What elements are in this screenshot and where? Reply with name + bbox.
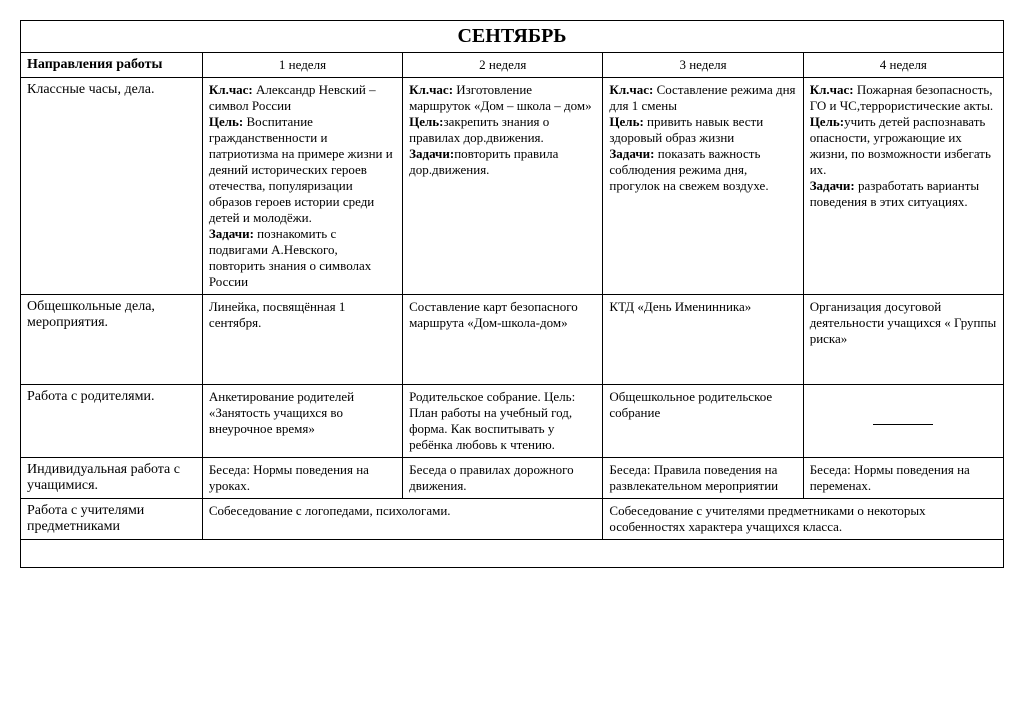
text-segment: Кл.час:	[209, 82, 256, 97]
table-cell: Линейка, посвящённая 1 сентября.	[202, 295, 402, 385]
table-row: Общешкольные дела, мероприятия.Линейка, …	[21, 295, 1004, 385]
table-row: Классные часы, дела.Кл.час: Александр Не…	[21, 78, 1004, 295]
plan-table: СЕНТЯБРЬНаправления работы1 неделя2 неде…	[20, 20, 1004, 568]
table-cell: Кл.час: Составление режима дня для 1 сме…	[603, 78, 803, 295]
page-title: СЕНТЯБРЬ	[21, 21, 1004, 53]
week-header-4: 4 неделя	[803, 53, 1003, 78]
table-cell: Общешкольное родительское собрание	[603, 385, 803, 458]
text-segment: Цель:	[810, 114, 844, 129]
row-label: Работа с учителями предметниками	[21, 499, 203, 540]
table-cell: Беседа о правилах дорожного движения.	[403, 458, 603, 499]
text-segment: Составление карт безопасного маршрута «Д…	[409, 299, 578, 330]
text-segment: Задачи:	[609, 146, 657, 161]
empty-row	[21, 540, 1004, 568]
text-segment: Организация досуговой деятельности учащи…	[810, 299, 997, 346]
table-cell: Беседа: Правила поведения на развлекател…	[603, 458, 803, 499]
table-cell: Собеседование с учителями предметниками …	[603, 499, 1004, 540]
table-cell: Кл.час: Изготовление маршруток «Дом – шк…	[403, 78, 603, 295]
text-segment: Беседа: Нормы поведения на уроках.	[209, 462, 369, 493]
text-segment: Кл.час:	[609, 82, 656, 97]
text-segment: Линейка, посвящённая 1 сентября.	[209, 299, 346, 330]
table-row: Работа с родителями.Анкетирование родите…	[21, 385, 1004, 458]
table-cell: Собеседование с логопедами, психологами.	[202, 499, 603, 540]
table-cell: Составление карт безопасного маршрута «Д…	[403, 295, 603, 385]
text-segment: Беседа: Правила поведения на развлекател…	[609, 462, 778, 493]
table-cell: Беседа: Нормы поведения на переменах.	[803, 458, 1003, 499]
text-segment: Родительское собрание. Цель: План работы…	[409, 389, 575, 452]
text-segment: Воспитание гражданственности и патриотиз…	[209, 114, 393, 225]
text-segment: Задачи:	[209, 226, 257, 241]
text-segment: Общешкольное родительское собрание	[609, 389, 772, 420]
text-segment: Кл.час:	[409, 82, 456, 97]
text-segment: Собеседование с учителями предметниками …	[609, 503, 925, 534]
week-header-2: 2 неделя	[403, 53, 603, 78]
table-cell: Кл.час: Александр Невский – символ Росси…	[202, 78, 402, 295]
row-label: Работа с родителями.	[21, 385, 203, 458]
row-label: Классные часы, дела.	[21, 78, 203, 295]
text-segment: Собеседование с логопедами, психологами.	[209, 503, 451, 518]
row-label: Общешкольные дела, мероприятия.	[21, 295, 203, 385]
table-cell: Кл.час: Пожарная безопасность, ГО и ЧС,т…	[803, 78, 1003, 295]
text-segment: Кл.час:	[810, 82, 857, 97]
text-segment: Цель:	[409, 114, 443, 129]
table-row: Индивидуальная работа с учащимися.Беседа…	[21, 458, 1004, 499]
text-segment: Анкетирование родителей «Занятость учащи…	[209, 389, 354, 436]
week-header-1: 1 неделя	[202, 53, 402, 78]
table-cell	[803, 385, 1003, 458]
text-segment: КТД «День Именинника»	[609, 299, 751, 314]
table-cell: Организация досуговой деятельности учащи…	[803, 295, 1003, 385]
table-cell: КТД «День Именинника»	[603, 295, 803, 385]
table-cell: Родительское собрание. Цель: План работы…	[403, 385, 603, 458]
dash-placeholder	[873, 424, 933, 425]
directions-header: Направления работы	[21, 53, 203, 78]
week-header-3: 3 неделя	[603, 53, 803, 78]
text-segment: Задачи:	[409, 146, 454, 161]
table-cell: Анкетирование родителей «Занятость учащи…	[202, 385, 402, 458]
row-label: Индивидуальная работа с учащимися.	[21, 458, 203, 499]
table-row: Работа с учителями предметниками Собеседо…	[21, 499, 1004, 540]
text-segment: Цель:	[209, 114, 247, 129]
table-cell: Беседа: Нормы поведения на уроках.	[202, 458, 402, 499]
text-segment: Цель:	[609, 114, 647, 129]
text-segment: Беседа: Нормы поведения на переменах.	[810, 462, 970, 493]
text-segment: Беседа о правилах дорожного движения.	[409, 462, 574, 493]
empty-cell	[21, 540, 1004, 568]
text-segment: Задачи:	[810, 178, 858, 193]
